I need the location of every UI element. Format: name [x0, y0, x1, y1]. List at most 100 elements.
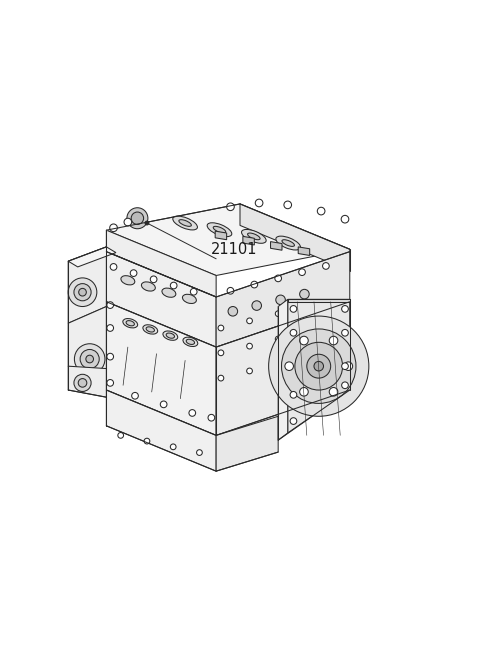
Circle shape — [255, 199, 263, 207]
Circle shape — [342, 382, 348, 388]
Ellipse shape — [142, 282, 156, 291]
Circle shape — [131, 212, 144, 224]
Circle shape — [218, 325, 224, 331]
Polygon shape — [288, 299, 350, 433]
Circle shape — [252, 301, 262, 310]
Circle shape — [342, 329, 348, 336]
Polygon shape — [271, 241, 282, 250]
Ellipse shape — [282, 239, 294, 247]
Circle shape — [342, 306, 348, 312]
Polygon shape — [107, 204, 350, 276]
Polygon shape — [243, 236, 254, 245]
Circle shape — [170, 444, 176, 450]
Ellipse shape — [207, 223, 232, 237]
Circle shape — [107, 302, 114, 308]
Circle shape — [299, 269, 305, 276]
Circle shape — [118, 432, 123, 438]
Polygon shape — [278, 299, 288, 440]
Ellipse shape — [166, 333, 175, 338]
Circle shape — [300, 388, 308, 396]
Circle shape — [191, 289, 197, 295]
Ellipse shape — [173, 216, 197, 230]
Ellipse shape — [121, 276, 135, 285]
Circle shape — [247, 318, 252, 323]
Circle shape — [290, 418, 297, 424]
Circle shape — [160, 401, 167, 407]
Circle shape — [127, 208, 148, 229]
Circle shape — [284, 201, 291, 209]
Polygon shape — [215, 231, 227, 239]
Circle shape — [329, 388, 338, 396]
Circle shape — [276, 295, 285, 304]
Circle shape — [290, 306, 297, 312]
Circle shape — [300, 337, 308, 345]
Circle shape — [251, 281, 258, 288]
Polygon shape — [216, 302, 350, 436]
Ellipse shape — [276, 236, 300, 250]
Polygon shape — [298, 247, 310, 255]
Polygon shape — [68, 366, 107, 397]
Circle shape — [79, 289, 86, 296]
Ellipse shape — [163, 331, 178, 340]
Circle shape — [189, 409, 196, 417]
Circle shape — [218, 375, 224, 381]
Polygon shape — [240, 204, 350, 271]
Ellipse shape — [186, 339, 194, 344]
Polygon shape — [216, 417, 278, 471]
Circle shape — [317, 207, 325, 215]
Ellipse shape — [213, 226, 226, 233]
Circle shape — [276, 336, 281, 342]
Polygon shape — [216, 252, 350, 347]
Circle shape — [74, 283, 91, 301]
Polygon shape — [107, 302, 216, 436]
Circle shape — [269, 316, 369, 417]
Circle shape — [247, 343, 252, 349]
Circle shape — [314, 361, 324, 371]
Circle shape — [323, 262, 329, 270]
Circle shape — [150, 276, 157, 283]
Circle shape — [344, 362, 353, 371]
Circle shape — [228, 306, 238, 316]
Circle shape — [80, 350, 99, 369]
Polygon shape — [107, 224, 144, 230]
Circle shape — [300, 289, 309, 299]
Ellipse shape — [123, 319, 138, 328]
Circle shape — [74, 344, 105, 375]
Circle shape — [295, 342, 343, 390]
Circle shape — [218, 350, 224, 356]
Circle shape — [145, 221, 149, 225]
Circle shape — [227, 203, 234, 211]
Text: 21101: 21101 — [211, 242, 258, 257]
Circle shape — [78, 379, 87, 387]
Circle shape — [74, 375, 91, 392]
Circle shape — [276, 311, 281, 317]
Circle shape — [208, 415, 215, 421]
Circle shape — [86, 355, 94, 363]
Polygon shape — [68, 247, 107, 323]
Circle shape — [290, 329, 297, 336]
Circle shape — [329, 337, 338, 345]
Ellipse shape — [146, 327, 155, 332]
Circle shape — [107, 325, 114, 331]
Circle shape — [197, 450, 202, 455]
Polygon shape — [107, 230, 216, 297]
Polygon shape — [288, 299, 350, 302]
Circle shape — [110, 264, 117, 270]
Ellipse shape — [182, 295, 196, 304]
Circle shape — [281, 329, 356, 403]
Circle shape — [110, 224, 117, 232]
Polygon shape — [107, 390, 216, 471]
Circle shape — [170, 282, 177, 289]
Ellipse shape — [179, 220, 192, 226]
Ellipse shape — [143, 325, 158, 334]
Circle shape — [107, 354, 114, 360]
Circle shape — [68, 278, 97, 306]
Circle shape — [132, 392, 138, 399]
Circle shape — [342, 363, 348, 369]
Ellipse shape — [162, 288, 176, 297]
Circle shape — [275, 275, 281, 281]
Polygon shape — [107, 252, 216, 347]
Polygon shape — [68, 247, 116, 267]
Circle shape — [247, 368, 252, 374]
Circle shape — [130, 270, 137, 276]
